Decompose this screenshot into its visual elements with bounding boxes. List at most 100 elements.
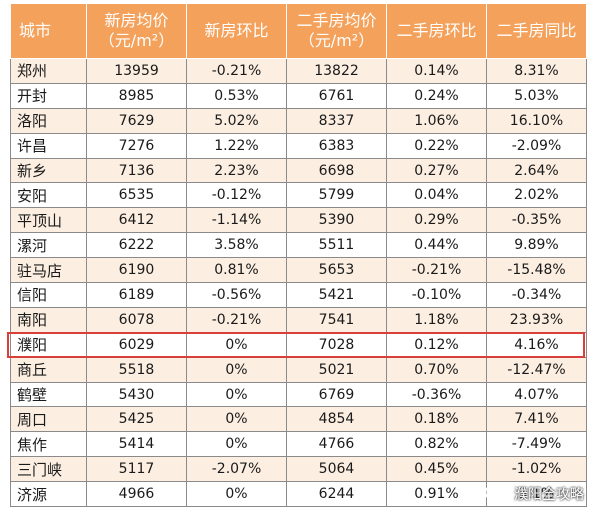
cell-new-price: 13959 [86, 58, 187, 84]
cell-new-price: 5518 [86, 356, 187, 383]
cell-secondhand-mom: 0.44% [386, 232, 487, 259]
cell-secondhand-price: 5653 [286, 257, 387, 284]
cell-secondhand-price: 4766 [286, 431, 387, 458]
cell-new-price: 6029 [86, 331, 187, 358]
cell-city: 焦作 [10, 431, 87, 458]
cell-new-mom: -0.56% [186, 282, 287, 308]
cell-secondhand-yoy: -1.02% [486, 456, 587, 483]
price-table-container: 城市 新房均价 （元/m²） 新房环比 二手房均价 （元/m²） 二手房环比 二… [10, 3, 587, 508]
cell-new-price: 7136 [86, 157, 187, 184]
cell-secondhand-yoy: 7.41% [486, 406, 587, 433]
cell-city: 开封 [10, 82, 87, 109]
cell-new-mom: -0.21% [186, 58, 287, 84]
cell-new-mom: 0% [186, 406, 287, 433]
cell-city: 许昌 [10, 132, 87, 159]
header-secondhand-mom: 二手房环比 [386, 3, 487, 59]
table-row: 焦作 5414 0% 4766 0.82% -7.49% [10, 431, 587, 458]
cell-secondhand-yoy: 5.03% [486, 82, 587, 109]
cell-city: 商丘 [10, 356, 87, 383]
cell-new-price: 7629 [86, 107, 187, 134]
table-row: 濮阳 6029 0% 7028 0.12% 4.16% [10, 331, 587, 358]
cell-new-price: 5430 [86, 381, 187, 408]
cell-new-price: 5414 [86, 431, 187, 458]
table-row: 济源 4966 0% 6244 0.91% 3.1% [10, 481, 587, 508]
cell-new-mom: -1.14% [186, 207, 287, 234]
cell-new-mom: 0.53% [186, 82, 287, 109]
cell-city: 鹤壁 [10, 381, 87, 408]
cell-secondhand-mom: 0.04% [386, 182, 487, 209]
cell-city: 漯河 [10, 232, 87, 259]
cell-secondhand-price: 5064 [286, 456, 387, 483]
table-row: 鹤壁 5430 0% 6769 -0.36% 4.07% [10, 381, 587, 408]
cell-secondhand-yoy: 16.10% [486, 107, 587, 134]
cell-new-mom: -2.07% [186, 456, 287, 483]
cell-secondhand-mom: 0.22% [386, 132, 487, 159]
cell-city: 驻马店 [10, 257, 87, 284]
cell-city: 新乡 [10, 157, 87, 184]
table-body: 郑州 13959 -0.21% 13822 0.14% 8.31% 开封 8985 0.53% 6… [10, 58, 587, 508]
cell-new-mom: -0.12% [186, 182, 287, 209]
header-new-mom: 新房环比 [186, 3, 287, 59]
cell-secondhand-yoy: 4.16% [486, 331, 587, 358]
cell-new-mom: 3.58% [186, 232, 287, 259]
cell-secondhand-price: 6698 [286, 157, 387, 184]
cell-secondhand-yoy: 2.02% [486, 182, 587, 209]
cell-new-price: 5117 [86, 456, 187, 483]
cell-secondhand-mom: 1.06% [386, 107, 487, 134]
cell-secondhand-yoy: -0.34% [486, 282, 587, 308]
cell-city: 平顶山 [10, 207, 87, 234]
cell-new-mom: 2.23% [186, 157, 287, 184]
cell-new-price: 6535 [86, 182, 187, 209]
header-new-price-line2: （元/m²） [98, 31, 175, 50]
table-row: 三门峡 5117 -2.07% 5064 0.45% -1.02% [10, 456, 587, 483]
table-row: 漯河 6222 3.58% 5511 0.44% 9.89% [10, 232, 587, 259]
cell-new-mom: 0% [186, 356, 287, 383]
cell-secondhand-mom: 0.12% [386, 331, 487, 358]
table-row: 南阳 6078 -0.21% 7541 1.18% 23.93% [10, 306, 587, 333]
cell-new-mom: 0% [186, 331, 287, 358]
cell-secondhand-price: 5390 [286, 207, 387, 234]
cell-secondhand-yoy: -7.49% [486, 431, 587, 458]
cell-secondhand-price: 5799 [286, 182, 387, 209]
cell-secondhand-yoy: -2.09% [486, 132, 587, 159]
cell-new-mom: 5.02% [186, 107, 287, 134]
table-row: 郑州 13959 -0.21% 13822 0.14% 8.31% [10, 58, 587, 84]
cell-new-price: 6190 [86, 257, 187, 284]
cell-new-price: 4966 [86, 481, 187, 508]
cell-secondhand-price: 5421 [286, 282, 387, 308]
header-secondhand-price-line1: 二手房均价 [296, 11, 377, 30]
cell-city: 濮阳 [10, 331, 87, 358]
cell-city: 南阳 [10, 306, 87, 333]
cell-city: 郑州 [10, 58, 87, 84]
cell-secondhand-price: 6769 [286, 381, 387, 408]
cell-secondhand-mom: 0.18% [386, 406, 487, 433]
cell-new-mom: 0.81% [186, 257, 287, 284]
cell-secondhand-price: 7028 [286, 331, 387, 358]
cell-secondhand-price: 6244 [286, 481, 387, 508]
cell-secondhand-price: 4854 [286, 406, 387, 433]
table-row: 平顶山 6412 -1.14% 5390 0.29% -0.35% [10, 207, 587, 234]
cell-secondhand-price: 13822 [286, 58, 387, 84]
cell-new-price: 6412 [86, 207, 187, 234]
cell-new-price: 8985 [86, 82, 187, 109]
cell-city: 济源 [10, 481, 87, 508]
cell-secondhand-yoy: 9.89% [486, 232, 587, 259]
housing-price-table: 城市 新房均价 （元/m²） 新房环比 二手房均价 （元/m²） 二手房环比 二… [10, 3, 587, 508]
cell-secondhand-price: 5511 [286, 232, 387, 259]
cell-new-mom: 1.22% [186, 132, 287, 159]
cell-new-price: 6189 [86, 282, 187, 308]
cell-new-price: 7276 [86, 132, 187, 159]
cell-new-mom: 0% [186, 381, 287, 408]
cell-secondhand-yoy: -15.48% [486, 257, 587, 284]
cell-secondhand-mom: 0.24% [386, 82, 487, 109]
cell-secondhand-price: 5021 [286, 356, 387, 383]
cell-new-mom: 0% [186, 481, 287, 508]
cell-secondhand-yoy: 2.64% [486, 157, 587, 184]
cell-secondhand-mom: 0.14% [386, 58, 487, 84]
table-row: 驻马店 6190 0.81% 5653 -0.21% -15.48% [10, 257, 587, 284]
cell-secondhand-mom: 0.29% [386, 207, 487, 234]
cell-secondhand-yoy: 23.93% [486, 306, 587, 333]
table-row: 新乡 7136 2.23% 6698 0.27% 2.64% [10, 157, 587, 184]
cell-secondhand-mom: -0.10% [386, 282, 487, 308]
header-city: 城市 [10, 3, 87, 59]
